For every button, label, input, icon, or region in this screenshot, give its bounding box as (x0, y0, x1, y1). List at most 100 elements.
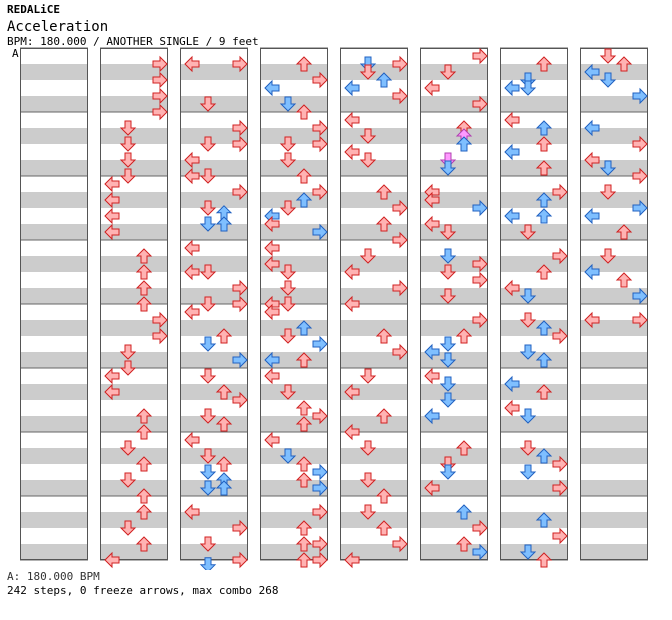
beat-stripe (180, 320, 248, 336)
step-arrow-up (215, 216, 233, 232)
beat-stripe (20, 320, 88, 336)
beat-stripe (100, 192, 168, 208)
beat-stripe (100, 64, 168, 80)
chart-column (420, 47, 488, 561)
step-arrow-right (152, 87, 168, 105)
beat-stripe (20, 176, 88, 192)
beat-stripe (180, 192, 248, 208)
beat-stripe (420, 416, 488, 432)
beat-stripe (20, 480, 88, 496)
step-arrow-up (295, 552, 313, 568)
step-arrow-right (392, 87, 408, 105)
step-arrow-right (312, 335, 328, 353)
step-arrow-right (312, 71, 328, 89)
step-arrow-left (264, 215, 280, 233)
beat-stripe (580, 144, 648, 160)
step-arrow-left (504, 279, 520, 297)
beat-stripe (420, 512, 488, 528)
step-arrow-down (439, 392, 457, 408)
step-arrow-up (215, 480, 233, 496)
step-arrow-down (119, 360, 137, 376)
column-border (500, 48, 568, 560)
beat-stripe (500, 320, 568, 336)
step-arrow-up (135, 456, 153, 472)
beat-stripe (420, 384, 488, 400)
beat-stripe (580, 112, 648, 128)
step-arrow-down (199, 200, 217, 216)
beat-stripe (20, 352, 88, 368)
step-arrow-right (232, 351, 248, 369)
step-arrow-up (375, 72, 393, 88)
beat-stripe (420, 368, 488, 384)
step-arrow-up (615, 272, 633, 288)
beat-stripe (500, 144, 568, 160)
beat-stripe (20, 368, 88, 384)
step-arrow-left (104, 383, 120, 401)
step-arrow-left (424, 343, 440, 361)
step-arrow-up (295, 320, 313, 336)
step-arrow-left (504, 375, 520, 393)
step-arrow-right (472, 543, 488, 561)
bpm-summary: A: 180.000 BPM (7, 570, 100, 583)
beat-stripe (580, 256, 648, 272)
step-arrow-up (135, 504, 153, 520)
step-arrow-up (215, 328, 233, 344)
beat-stripe (100, 496, 168, 512)
beat-stripe (340, 544, 408, 560)
step-arrow-up (295, 104, 313, 120)
beat-stripe (580, 528, 648, 544)
step-arrow-left (584, 151, 600, 169)
column-border (340, 48, 408, 560)
step-arrow-down (519, 312, 537, 328)
beat-stripe (340, 464, 408, 480)
step-arrow-down (439, 376, 457, 392)
step-arrow-down (439, 64, 457, 80)
step-arrow-right (472, 255, 488, 273)
beat-stripe (580, 448, 648, 464)
step-arrow-left (104, 223, 120, 241)
beat-stripe (340, 272, 408, 288)
step-arrow-down (199, 408, 217, 424)
beat-stripe (180, 208, 248, 224)
beat-stripe (340, 336, 408, 352)
beat-stripe (340, 240, 408, 256)
beat-stripe (20, 432, 88, 448)
step-arrow-right (552, 183, 568, 201)
beat-stripe (180, 400, 248, 416)
step-arrow-up (295, 456, 313, 472)
beat-stripe (260, 112, 328, 128)
beat-stripe (180, 528, 248, 544)
step-arrow-down (199, 216, 217, 232)
step-arrow-up (135, 264, 153, 280)
beat-stripe (580, 224, 648, 240)
beat-stripe (260, 432, 328, 448)
beat-stripe (580, 544, 648, 560)
step-arrow-right (232, 119, 248, 137)
step-arrow-down (119, 136, 137, 152)
beat-stripe (260, 208, 328, 224)
beat-stripe (420, 320, 488, 336)
beat-stripe (500, 192, 568, 208)
step-arrow-left (264, 303, 280, 321)
beat-stripe (500, 176, 568, 192)
beat-stripe (340, 96, 408, 112)
step-arrow-down (519, 408, 537, 424)
step-arrow-left (584, 207, 600, 225)
step-arrow-left (424, 407, 440, 425)
step-arrow-down (199, 96, 217, 112)
step-arrow-left (504, 79, 520, 97)
beat-stripe (20, 224, 88, 240)
step-arrow-right (312, 407, 328, 425)
beat-stripe (420, 400, 488, 416)
song-title: Acceleration (7, 19, 109, 35)
step-stats: 242 steps, 0 freeze arrows, max combo 26… (7, 584, 279, 597)
step-arrow-down (279, 200, 297, 216)
beat-stripe (580, 384, 648, 400)
beat-stripe (20, 512, 88, 528)
step-arrow-right (392, 535, 408, 553)
step-arrow-down (199, 480, 217, 496)
beat-stripe (260, 80, 328, 96)
step-arrow-down (279, 296, 297, 312)
column-border (580, 48, 648, 560)
beat-stripe (180, 272, 248, 288)
